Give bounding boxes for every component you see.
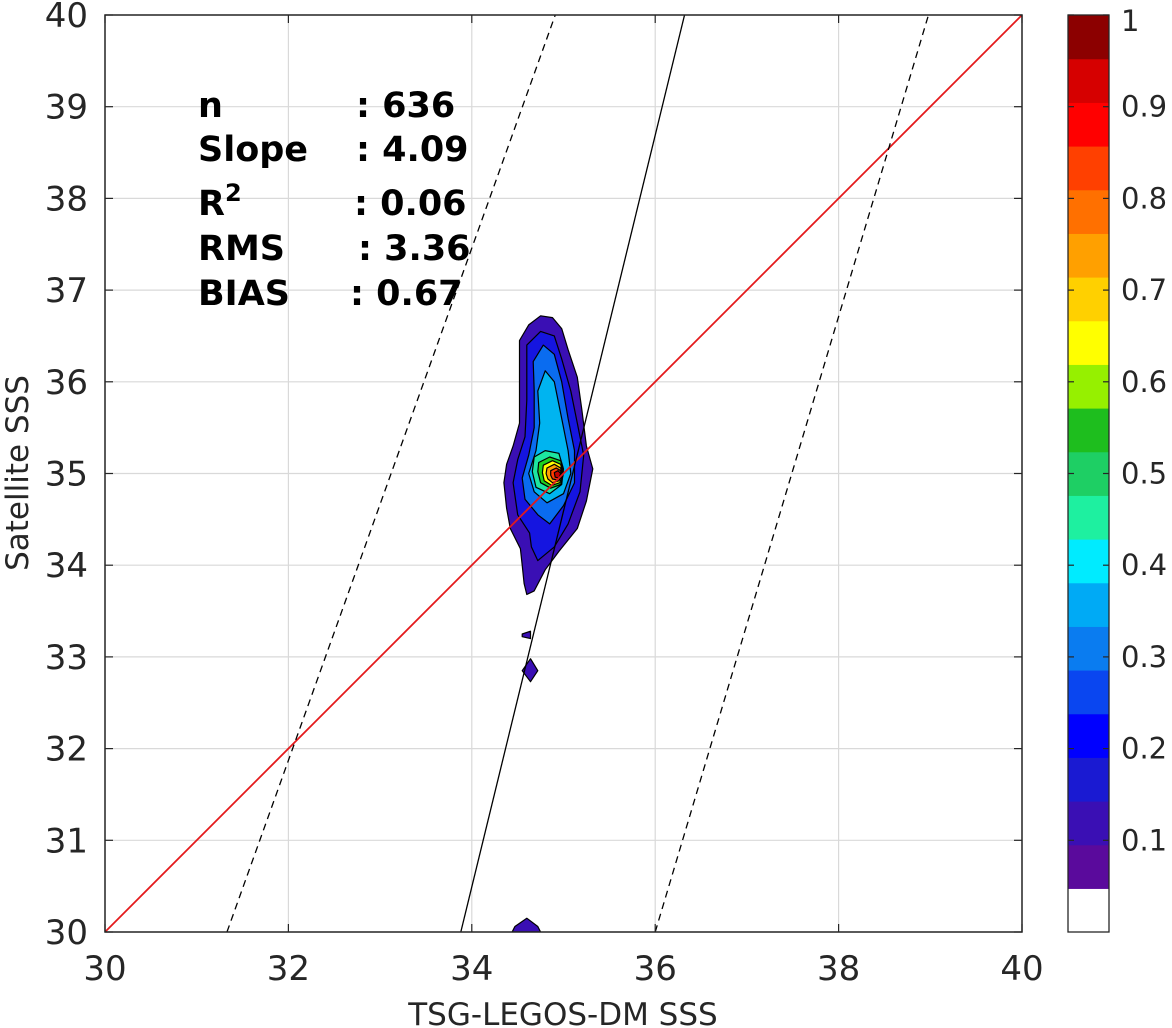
- colorbar-tick-label: 0.7: [1121, 273, 1167, 307]
- reference-lines: [105, 15, 1022, 932]
- colorbar-tick-label: 0.1: [1121, 823, 1167, 857]
- colorbar-tick-label: 1: [1121, 4, 1139, 38]
- stat-slope-value: : 4.09: [356, 130, 469, 170]
- colorbar-tick-label: 0.4: [1121, 548, 1167, 582]
- colorbar-tick-label: 0.2: [1121, 732, 1167, 766]
- y-tick-label: 37: [45, 271, 88, 311]
- colorbar-band: [1068, 277, 1109, 322]
- colorbar-band: [1068, 146, 1109, 191]
- density-contour-0.05: [511, 917, 542, 932]
- fit-line: [460, 15, 686, 932]
- colorbar-band: [1068, 495, 1109, 540]
- x-axis-title: TSG-LEGOS-DM SSS: [407, 997, 717, 1028]
- stat-r2-label: R2: [198, 179, 242, 224]
- colorbar-tick-label: 0.9: [1121, 90, 1167, 124]
- colorbar-band: [1068, 539, 1109, 584]
- y-axis-title: Satellite SSS: [0, 375, 36, 571]
- stat-rms-value: : 3.36: [358, 229, 471, 269]
- x-tick-label: 40: [1000, 949, 1043, 989]
- colorbar-band: [1068, 102, 1109, 147]
- stat-slope-label: Slope: [198, 130, 308, 170]
- stat-bias-value: : 0.67: [350, 274, 463, 314]
- y-tick-label: 36: [45, 363, 88, 403]
- colorbar-tick-label: 0.8: [1121, 181, 1167, 215]
- colorbar: 0.1 0.2 0.3 0.4 0.5 0.6 0.7 0.8 0.9 1: [1067, 4, 1167, 933]
- colorbar-band: [1068, 189, 1109, 234]
- colorbar-band: [1068, 320, 1109, 365]
- lower-bound-line: [654, 15, 930, 932]
- y-tick-label: 35: [45, 455, 88, 495]
- y-tick-label: 39: [45, 88, 88, 128]
- y-tick-label: 33: [45, 638, 88, 678]
- one-to-one-line: [105, 15, 1022, 932]
- colorbar-band: [1068, 844, 1109, 889]
- stat-rms-label: RMS: [198, 229, 285, 269]
- upper-bound-line: [226, 15, 556, 932]
- colorbar-band: [1068, 713, 1109, 758]
- colorbar-band: [1068, 670, 1109, 715]
- colorbar-band: [1068, 582, 1109, 627]
- x-tick-label: 38: [817, 949, 860, 989]
- colorbar-band: [1068, 15, 1109, 60]
- colorbar-band: [1068, 626, 1109, 671]
- y-tick-label: 31: [45, 821, 88, 861]
- colorbar-band: [1068, 451, 1109, 496]
- y-tick-label: 38: [45, 179, 88, 219]
- x-tick-label: 36: [634, 949, 677, 989]
- colorbar-band: [1068, 58, 1109, 103]
- colorbar-tick-label: 0.5: [1121, 457, 1167, 491]
- colorbar-tick-label: 0.3: [1121, 640, 1167, 674]
- stats-box: n : 636 Slope : 4.09 R2 : 0.06 RMS : 3.3…: [198, 86, 471, 314]
- stat-n-label: n: [198, 86, 223, 126]
- density-contour-0.95: [553, 470, 562, 479]
- x-tick-label: 34: [450, 949, 493, 989]
- y-tick-label: 34: [45, 546, 88, 586]
- grid: [104, 14, 1023, 933]
- colorbar-band: [1068, 757, 1109, 802]
- stat-r2-superscript: 2: [225, 179, 242, 207]
- x-tick-label: 30: [83, 949, 126, 989]
- density-contour-0.05: [521, 658, 539, 683]
- colorbar-tick-label: 0.6: [1121, 365, 1167, 399]
- axis-ticks: 30 32 34 36 38 40 30 31 32 33 34 35 36 37 38 39 40: [45, 0, 1044, 989]
- y-tick-label: 40: [45, 0, 88, 36]
- stat-bias-label: BIAS: [198, 274, 290, 314]
- y-tick-label: 32: [45, 730, 88, 770]
- stat-r2-value: : 0.06: [354, 184, 467, 224]
- colorbar-band: [1068, 233, 1109, 278]
- colorbar-band: [1068, 364, 1109, 409]
- colorbar-band: [1068, 888, 1109, 933]
- density-contour-0.05: [521, 630, 532, 640]
- y-tick-label: 30: [45, 913, 88, 953]
- x-tick-label: 32: [267, 949, 310, 989]
- stat-n-value: : 636: [356, 86, 455, 126]
- stat-r2-base: R: [198, 184, 225, 224]
- colorbar-band: [1068, 408, 1109, 453]
- colorbar-band: [1068, 801, 1109, 846]
